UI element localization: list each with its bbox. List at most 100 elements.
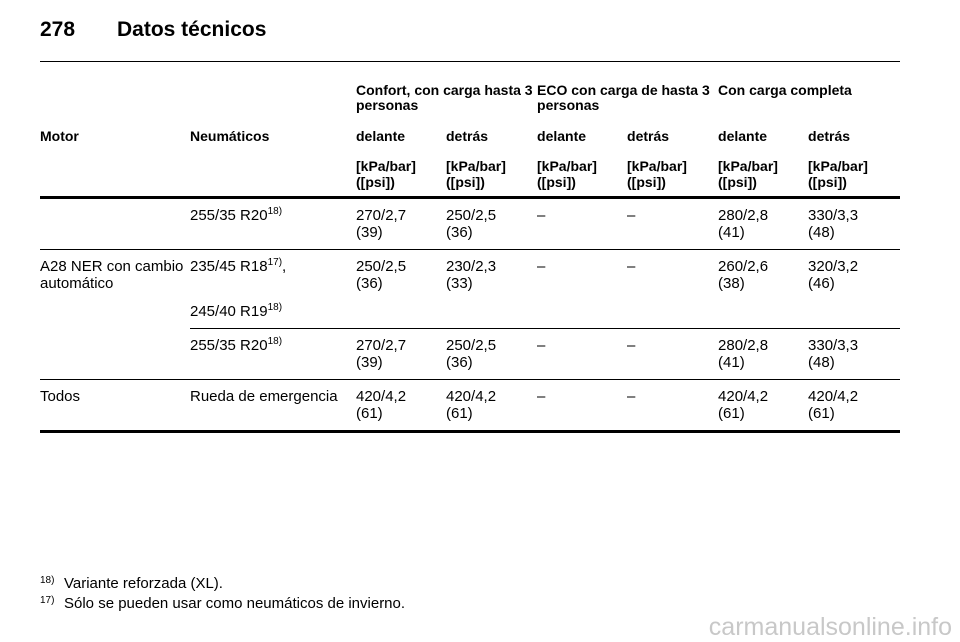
pressure-cell: – xyxy=(627,197,719,250)
cell-line: 320/3,2 xyxy=(808,258,859,275)
cell-line: (36) xyxy=(446,224,473,241)
cell-line: 250/2,5 xyxy=(446,337,497,354)
cell-line: [kPa/bar] xyxy=(808,158,868,174)
cell-line: 260/2,6 xyxy=(718,258,769,275)
pressure-cell: 420/4,2 (61) xyxy=(808,379,901,433)
cell-line: 420/4,2 xyxy=(356,388,407,405)
empty-cell xyxy=(190,150,356,198)
column-header: detrás xyxy=(446,128,489,144)
footnote-text: Variante reforzada (XL). xyxy=(64,575,223,592)
pressure-cell: – xyxy=(537,328,628,380)
cell-line: – xyxy=(537,258,546,275)
cell-line: 270/2,7 xyxy=(356,337,407,354)
footnote-text: Sólo se pueden usar como neumáticos de i… xyxy=(64,595,406,612)
pressure-cell: 280/2,8 (41) xyxy=(718,328,809,380)
cell-line: 270/2,7 xyxy=(356,207,407,224)
pressure-cell: – xyxy=(537,197,628,250)
cell-line: 280/2,8 xyxy=(718,337,769,354)
pressure-cell: 420/4,2 (61) xyxy=(356,379,446,433)
watermark: carmanualsonline.info xyxy=(708,613,952,641)
page-number: 278 xyxy=(40,18,76,41)
pressure-cell: – xyxy=(627,249,719,329)
tire-entry: 235/45 R1817), xyxy=(190,257,356,276)
tire-size: 245/40 R19 xyxy=(190,303,268,320)
cell-line: (36) xyxy=(446,354,473,371)
cell-line: 420/4,2 xyxy=(718,388,769,405)
tire-entry: Rueda de emergencia xyxy=(190,388,356,405)
unit-cell: [kPa/bar] ([psi]) xyxy=(446,150,537,198)
cell-line: (36) xyxy=(356,275,383,292)
footnote: 18) Variante reforzada (XL). xyxy=(40,572,405,592)
cell-line: – xyxy=(627,207,636,224)
cell-line: – xyxy=(627,337,636,354)
tires-cell: Rueda de emergencia xyxy=(190,379,356,433)
tire-entry: 255/35 R2018) xyxy=(190,336,356,355)
group-header: ECO con carga de hasta 3 personas xyxy=(537,82,710,113)
cell-line: (61) xyxy=(356,405,383,422)
footnote-ref: 18) xyxy=(267,302,283,313)
data-row: A28 NER con cambio automático 235/45 R181… xyxy=(40,249,901,380)
cell-line: ([psi]) xyxy=(356,174,395,190)
cell-line: – xyxy=(627,388,636,405)
empty-cell xyxy=(40,150,190,198)
motor-cell: A28 NER con cambio automático xyxy=(40,249,190,380)
cell-line: [kPa/bar] xyxy=(356,158,416,174)
footnote-ref: 18) xyxy=(267,336,283,347)
cell-line: (41) xyxy=(718,224,745,241)
cell-line: 250/2,5 xyxy=(446,207,497,224)
column-header: delante xyxy=(537,128,587,144)
empty-cell xyxy=(40,197,190,250)
cell-line: 280/2,8 xyxy=(718,207,769,224)
pressure-cell: 270/2,7 (39) xyxy=(356,328,446,380)
cell-line: (61) xyxy=(446,405,473,422)
unit-cell: [kPa/bar] ([psi]) xyxy=(718,150,808,198)
units-row: [kPa/bar] ([psi]) [kPa/bar] ([psi]) [kPa/bar… xyxy=(40,150,901,198)
tire-entry: 255/35 R2018) xyxy=(190,206,356,225)
unit-cell: [kPa/bar] ([psi]) xyxy=(537,150,627,198)
pressure-cell: – xyxy=(537,249,628,329)
tires-cell: 255/35 R2018) xyxy=(190,197,356,250)
column-header: detrás xyxy=(808,128,851,144)
pressure-cell: 420/4,2 (61) xyxy=(446,379,538,433)
pressure-cell: – xyxy=(537,379,628,433)
pressure-cell: 250/2,5 (36) xyxy=(446,197,538,250)
pressure-cell: 280/2,8 (41) xyxy=(718,197,809,250)
unit-cell: [kPa/bar] ([psi]) xyxy=(808,150,900,198)
cell-line: [kPa/bar] xyxy=(537,158,597,174)
pressure-table: Confort, con carga hasta 3 personas ECO c… xyxy=(40,80,901,433)
empty-cell xyxy=(40,80,356,125)
pressure-cell: 420/4,2 (61) xyxy=(718,379,809,433)
cell-line: (61) xyxy=(718,405,745,422)
column-header: delante xyxy=(356,128,406,144)
cell-line: ([psi]) xyxy=(808,174,847,190)
pressure-cell: 250/2,5 (36) xyxy=(446,328,538,380)
cell-line: 230/2,3 xyxy=(446,258,497,275)
data-row: 255/35 R2018) 270/2,7 (39) 250/2,5 (36) – –280… xyxy=(40,197,901,250)
tire-size: Rueda de emergencia xyxy=(190,388,338,405)
pressure-cell: 320/3,2 (46) xyxy=(808,249,901,329)
tires-cell: 235/45 R1817), 245/40 R1918) xyxy=(190,249,356,329)
tires-cell: 255/35 R2018) xyxy=(190,328,356,380)
cell-line: – xyxy=(537,337,546,354)
cell-line: [kPa/bar] xyxy=(718,158,778,174)
pressure-cell: 230/2,3 (33) xyxy=(446,249,538,329)
cell-line: 330/3,3 xyxy=(808,337,859,354)
footnote-mark: 17) xyxy=(40,595,55,606)
footnotes: 18) Variante reforzada (XL). 17) Sólo se pu… xyxy=(40,572,405,612)
cell-line: 420/4,2 xyxy=(446,388,497,405)
page-title: Datos técnicos xyxy=(117,18,267,41)
footnote-ref: 17) xyxy=(267,257,283,268)
tire-entry: 245/40 R1918) xyxy=(190,302,356,321)
cell-line: (48) xyxy=(808,224,835,241)
column-header: delante xyxy=(718,128,768,144)
column-header: Motor xyxy=(40,128,79,144)
group-header: Confort, con carga hasta 3 personas xyxy=(356,82,533,113)
tire-size: 235/45 R18 xyxy=(190,258,268,275)
cell-line: (48) xyxy=(808,354,835,371)
footnote-ref: 18) xyxy=(267,206,283,217)
column-header: Neumáticos xyxy=(190,128,270,144)
cell-line: – xyxy=(627,258,636,275)
cell-line: 420/4,2 xyxy=(808,388,859,405)
unit-cell: [kPa/bar] ([psi]) xyxy=(356,150,446,198)
